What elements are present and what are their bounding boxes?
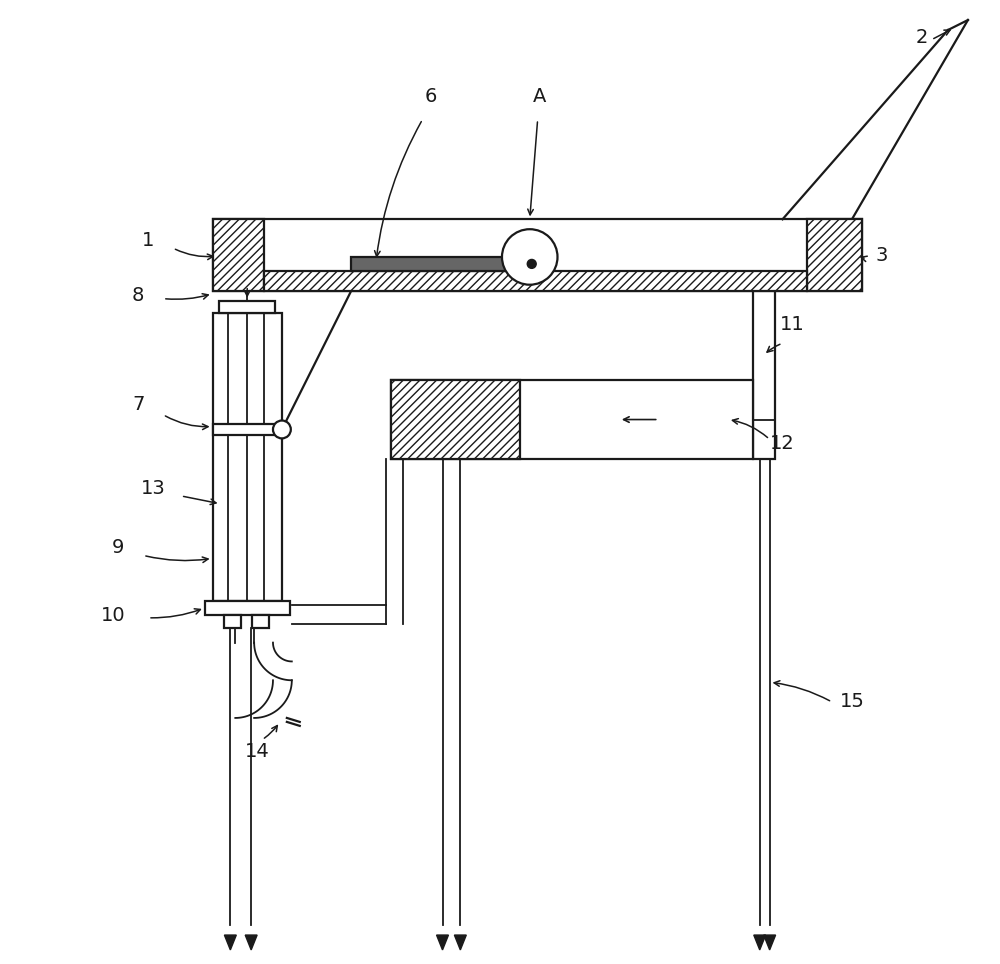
Bar — [213, 423, 282, 436]
Text: 11: 11 — [780, 315, 805, 335]
Bar — [351, 257, 550, 271]
Text: 10: 10 — [101, 605, 126, 625]
Text: 12: 12 — [770, 435, 795, 453]
Text: 15: 15 — [839, 692, 864, 711]
Bar — [264, 271, 807, 291]
Text: 9: 9 — [112, 538, 125, 557]
Text: 6: 6 — [424, 88, 437, 106]
Circle shape — [527, 259, 536, 268]
Polygon shape — [437, 935, 448, 950]
Text: A: A — [533, 88, 546, 106]
Bar — [213, 313, 282, 601]
Circle shape — [502, 229, 557, 284]
Bar — [252, 615, 269, 628]
Bar — [219, 301, 275, 313]
Polygon shape — [224, 935, 236, 950]
Bar — [807, 219, 862, 291]
Text: 3: 3 — [875, 246, 888, 265]
Bar — [213, 219, 264, 291]
Polygon shape — [754, 935, 766, 950]
Bar — [391, 380, 520, 459]
Text: 7: 7 — [132, 394, 144, 414]
Polygon shape — [454, 935, 466, 950]
Bar — [391, 380, 753, 459]
Text: 2: 2 — [915, 28, 928, 47]
Text: 14: 14 — [245, 741, 269, 761]
Circle shape — [273, 420, 291, 439]
Text: 1: 1 — [142, 231, 154, 250]
Bar — [753, 291, 775, 459]
Bar — [205, 601, 290, 615]
Text: 13: 13 — [141, 479, 165, 497]
Polygon shape — [245, 935, 257, 950]
Bar — [224, 615, 241, 628]
Bar — [213, 219, 862, 291]
Text: 8: 8 — [132, 285, 144, 305]
Polygon shape — [764, 935, 776, 950]
